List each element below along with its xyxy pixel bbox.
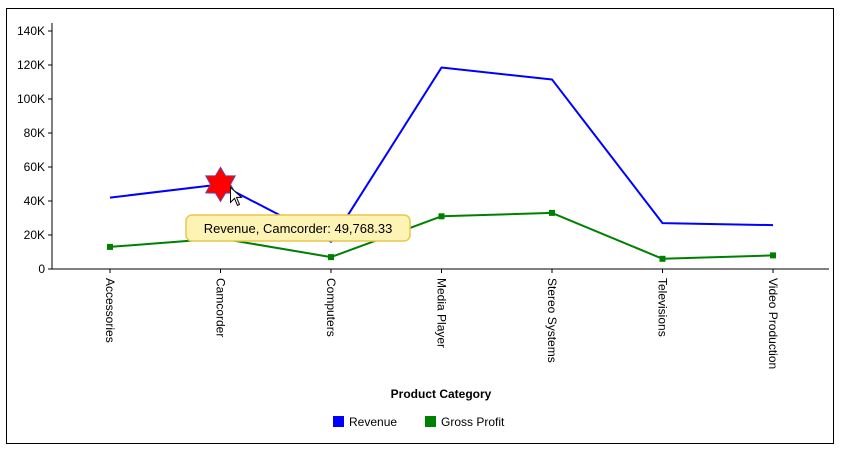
mouse-cursor-icon bbox=[230, 186, 243, 207]
y-tick-label: 80K bbox=[24, 126, 45, 140]
x-tick-label: Camcorder bbox=[214, 278, 228, 337]
y-tick-label: 60K bbox=[24, 160, 45, 174]
legend-swatch bbox=[425, 416, 436, 427]
data-point bbox=[328, 254, 334, 261]
data-point bbox=[549, 209, 555, 216]
chart-frame bbox=[6, 8, 834, 444]
x-tick-label: Accessories bbox=[103, 278, 117, 343]
y-tick-label: 100K bbox=[17, 92, 45, 106]
data-point bbox=[770, 252, 776, 259]
legend-label: Gross Profit bbox=[441, 415, 505, 429]
y-tick-label: 140K bbox=[17, 24, 45, 38]
y-tick-label: 40K bbox=[24, 194, 45, 208]
x-tick-label: Media Player bbox=[435, 278, 449, 348]
highlight-layer: Revenue, Camcorder: 49,768.33 bbox=[185, 166, 411, 242]
legend-swatch bbox=[333, 416, 344, 427]
y-tick-label: 0 bbox=[38, 262, 45, 276]
highlight-star-marker bbox=[204, 166, 237, 203]
data-point bbox=[107, 243, 113, 250]
x-tick-label: Video Production bbox=[766, 278, 780, 369]
y-tick-label: 120K bbox=[17, 58, 45, 72]
chart-axes: 0 20K 40K 60K 80K 100K 120K 140K Accessories Camc… bbox=[17, 23, 829, 369]
legend-label: Revenue bbox=[349, 415, 397, 429]
legend: Revenue Gross Profit bbox=[333, 415, 505, 429]
data-point bbox=[438, 213, 445, 220]
data-point bbox=[659, 255, 666, 262]
tooltip-box bbox=[185, 214, 411, 242]
tooltip-text: Revenue, Camcorder: 49,768.33 bbox=[204, 221, 393, 236]
y-tick-label: 20K bbox=[24, 228, 45, 242]
x-tick-label: Televisions bbox=[656, 278, 670, 337]
x-tick-label: Computers bbox=[324, 278, 338, 337]
x-axis-title: Product Category bbox=[391, 387, 492, 401]
x-tick-label: Stereo Systems bbox=[545, 278, 559, 363]
